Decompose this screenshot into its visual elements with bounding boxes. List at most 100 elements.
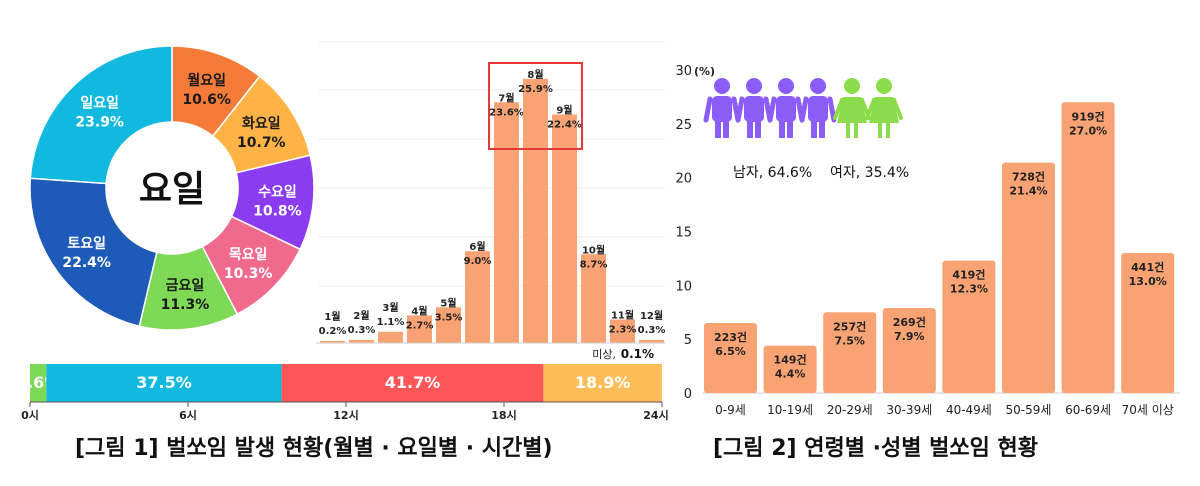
month-value-label: 1.1% bbox=[377, 317, 405, 328]
month-label: 4월 bbox=[411, 305, 427, 317]
hourly-stacked-bar: 2.6% 37.5% 41.7% 18.9%0시 6시 12시 18시 24시 bbox=[16, 364, 669, 422]
time-segment bbox=[281, 364, 544, 402]
month-value-label: 2.7% bbox=[406, 320, 434, 331]
age-category-label: 50-59세 bbox=[1006, 403, 1052, 417]
male-leg-icon bbox=[755, 118, 761, 138]
slice-category-label: 월요일 bbox=[187, 72, 226, 89]
month-bar bbox=[581, 254, 606, 343]
month-bar bbox=[349, 339, 374, 343]
time-segment-label: 41.7% bbox=[385, 373, 441, 392]
month-value-label: 0.2% bbox=[319, 326, 347, 337]
unknown-note-value: 0.1% bbox=[621, 347, 654, 361]
month-bar bbox=[465, 251, 490, 343]
y-tick-label: 30 bbox=[675, 64, 692, 79]
slice-category-label: 수요일 bbox=[258, 184, 297, 200]
donut-center-label: 요일 bbox=[139, 169, 205, 210]
age-count-label: 223건 bbox=[714, 330, 747, 344]
age-value-label: 12.3% bbox=[950, 283, 988, 296]
male-head-icon bbox=[746, 78, 762, 94]
time-segment-label: 37.5% bbox=[136, 373, 192, 392]
month-bar bbox=[320, 340, 345, 343]
month-label: 6월 bbox=[469, 241, 485, 253]
age-bar bbox=[1061, 102, 1115, 394]
male-arm-icon bbox=[735, 96, 745, 123]
y-tick-label: 20 bbox=[675, 172, 692, 187]
female-leg-icon bbox=[878, 122, 882, 138]
female-leg-icon bbox=[846, 122, 850, 138]
male-body-icon bbox=[776, 96, 796, 122]
male-person-icon bbox=[703, 78, 741, 138]
time-tick-label: 0시 bbox=[21, 409, 39, 422]
age-value-label: 27.0% bbox=[1069, 124, 1107, 137]
y-tick-label: 25 bbox=[675, 118, 692, 133]
slice-value-label: 23.9% bbox=[75, 115, 124, 131]
age-bar bbox=[1002, 162, 1055, 393]
slice-value-label: 22.4% bbox=[62, 255, 111, 271]
female-head-icon bbox=[844, 78, 860, 94]
age-bar bbox=[763, 345, 817, 393]
male-leg-icon bbox=[811, 118, 817, 138]
age-count-label: 149건 bbox=[774, 353, 807, 367]
month-bar bbox=[610, 319, 635, 343]
age-category-label: 40-49세 bbox=[946, 403, 992, 417]
slice-category-label: 토요일 bbox=[67, 236, 106, 252]
unknown-note-label: 미상, bbox=[592, 348, 616, 361]
month-bar bbox=[523, 78, 548, 343]
female-arm-icon bbox=[865, 98, 876, 120]
male-leg-icon bbox=[819, 118, 825, 138]
month-value-label: 8.7% bbox=[580, 259, 608, 270]
male-arm-icon bbox=[703, 96, 713, 123]
age-value-label: 13.0% bbox=[1129, 275, 1167, 288]
highlight-box bbox=[488, 62, 583, 150]
slice-category-label: 일요일 bbox=[80, 96, 119, 112]
month-label: 8월 bbox=[527, 69, 543, 81]
male-head-icon bbox=[714, 78, 730, 94]
month-bar bbox=[552, 114, 577, 344]
age-count-label: 269건 bbox=[893, 315, 926, 329]
age-bar bbox=[942, 260, 996, 393]
female-leg-icon bbox=[854, 122, 858, 138]
y-tick-label: 5 bbox=[684, 333, 692, 348]
age-category-label: 70세 이상 bbox=[1122, 403, 1174, 417]
time-tick-label: 6시 bbox=[179, 409, 197, 422]
donut-slice bbox=[29, 45, 173, 185]
male-leg-icon bbox=[723, 118, 729, 138]
month-label: 5월 bbox=[440, 297, 456, 309]
age-bar bbox=[823, 312, 877, 393]
month-value-label: 0.3% bbox=[348, 325, 376, 336]
month-bar bbox=[639, 339, 664, 343]
female-person-icon bbox=[865, 78, 903, 138]
age-category-label: 60-69세 bbox=[1065, 403, 1111, 417]
month-label: 7월 bbox=[498, 92, 514, 104]
month-bar bbox=[494, 102, 519, 343]
month-bar bbox=[436, 307, 461, 343]
male-head-icon bbox=[778, 78, 794, 94]
age-category-label: 20-29세 bbox=[827, 403, 873, 417]
age-value-label: 4.4% bbox=[775, 368, 806, 381]
male-arm-icon bbox=[767, 96, 777, 123]
month-label: 9월 bbox=[556, 105, 572, 117]
male-body-icon bbox=[808, 96, 828, 122]
age-value-label: 7.9% bbox=[894, 330, 925, 343]
male-arm-icon bbox=[799, 96, 809, 123]
male-share-label: 남자, 64.6% bbox=[733, 165, 812, 181]
slice-value-label: 11.3% bbox=[161, 297, 210, 313]
y-tick-label: 10 bbox=[675, 279, 692, 294]
male-person-icon bbox=[799, 78, 837, 138]
month-value-label: 9.0% bbox=[464, 256, 492, 267]
time-tick-label: 18시 bbox=[491, 409, 516, 422]
slice-category-label: 금요일 bbox=[166, 278, 205, 294]
female-share-label: 여자, 35.4% bbox=[830, 165, 909, 181]
time-segment bbox=[46, 364, 282, 402]
slice-category-label: 목요일 bbox=[229, 247, 268, 263]
age-count-label: 419건 bbox=[952, 268, 985, 282]
female-dress-icon bbox=[837, 97, 867, 123]
month-value-label: 23.6% bbox=[489, 107, 524, 118]
age-count-label: 441건 bbox=[1131, 260, 1164, 274]
age-value-label: 21.4% bbox=[1009, 185, 1047, 198]
female-arm-icon bbox=[892, 98, 903, 120]
month-bar bbox=[407, 315, 432, 343]
male-person-icon bbox=[735, 78, 773, 138]
